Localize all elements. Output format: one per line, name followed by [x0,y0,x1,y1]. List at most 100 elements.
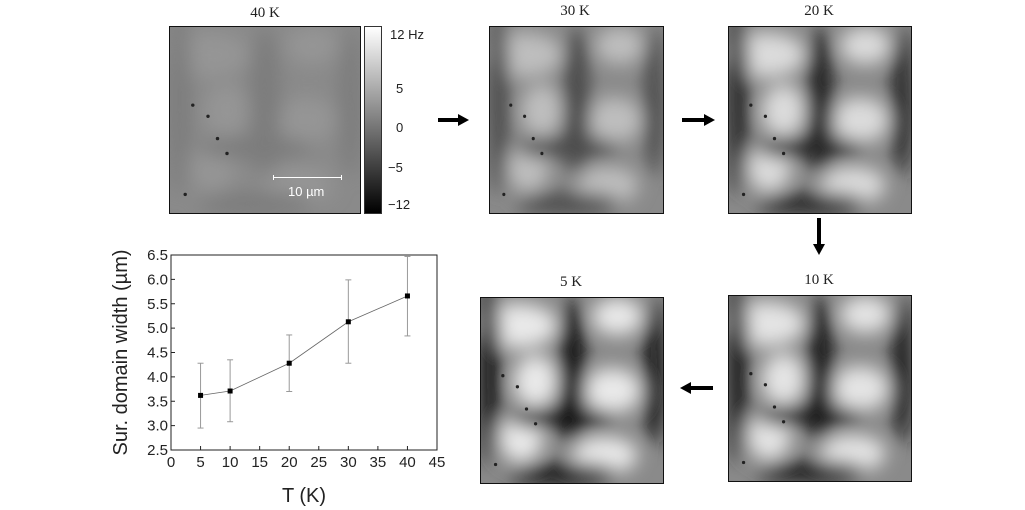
y-tick-label: 4.5 [147,345,168,362]
domain-region [840,27,891,65]
domain-region [481,298,502,465]
defect-dot [493,462,498,467]
defect-dot [502,192,506,197]
colorbar-tick: 12 Hz [390,27,424,42]
domain-region [490,27,510,195]
domain-region [513,355,558,408]
defect-dot [191,103,195,107]
defect-dot [772,136,777,141]
scan-20k [729,27,911,213]
colorbar-tick: 5 [396,81,404,96]
domain-region [521,84,563,137]
domain-region [582,368,642,413]
data-point [404,293,410,299]
x-tick-label: 45 [429,454,446,471]
domain-region [198,192,313,213]
domain-region [508,462,618,483]
domain-region [276,97,338,143]
domain-region [198,136,313,160]
y-tick-label: 6.0 [147,271,168,288]
y-tick-label: 3.5 [147,393,168,410]
defect-dot [749,372,753,376]
defect-dot [781,151,786,156]
series-line [200,295,408,396]
domain-width-chart: 0 5 10 15 20 25 30 35 40 45 2.5 3.0 3.5 4.0 4.5 5.0 5.5 6… [110,247,446,507]
colorbar-tick: −5 [388,160,403,175]
defect-dot [749,103,753,107]
domain-region [642,298,663,446]
defect-dot [523,114,527,118]
scale-bar [273,175,342,180]
scan-image-40k [169,26,361,214]
colorbar-tick: 0 [396,120,404,135]
domain-region [756,136,866,160]
x-tick-label: 0 [167,454,175,471]
y-tick-label: 5.5 [147,296,168,313]
domain-region [285,27,340,65]
domain-region [830,366,890,411]
colorbar [364,26,382,214]
domain-region [830,97,890,143]
x-tick-label: 20 [281,454,298,471]
domain-region [170,27,191,195]
defect-dot [763,114,768,118]
x-tick-label: 5 [196,454,204,471]
x-tick-label: 15 [251,454,268,471]
scale-bar-label: 10 µm [288,184,325,199]
domain-region [890,296,911,444]
domain-region [761,84,806,137]
domain-region [840,296,891,333]
y-tick-label: 6.5 [147,247,168,264]
panel-label-30k: 30 K [560,3,590,19]
domain-region [592,298,643,335]
y-tick-label: 4.0 [147,369,168,386]
defect-dot [531,136,535,141]
right-arrow-icon [682,114,715,126]
scan-image-5k [480,297,664,484]
domain-region [508,407,618,430]
defect-dot [772,405,777,409]
domain-region [729,296,750,463]
data-point [345,319,351,325]
domain-region [515,136,620,160]
scan-image-10k [728,295,912,482]
domain-region [643,27,663,176]
x-tick-label: 25 [310,454,327,471]
domain-region [595,27,644,65]
x-tick-label: 30 [340,454,357,471]
scan-5k [481,298,663,483]
y-tick-label: 2.5 [147,442,168,459]
domain-region [890,27,911,176]
panel-label-10k: 10 K [804,272,834,288]
defect-dot [781,420,786,424]
domain-region [339,27,360,176]
scan-image-30k [489,26,664,214]
defect-dot [509,103,513,107]
defect-dot [501,374,505,378]
domain-region [515,192,620,213]
x-tick-label: 40 [399,454,416,471]
down-arrow-icon [813,218,825,255]
domain-region [756,192,866,213]
defect-dot [515,385,520,389]
domain-region [729,27,750,195]
defect-dot [183,192,187,197]
scan-image-20k [728,26,912,214]
defect-dot [524,407,529,411]
panel-label-40k: 40 K [250,5,280,21]
y-tick-label: 5.0 [147,320,168,337]
right-arrow-icon [438,114,469,126]
y-axis-label: Sur. domain width (µm) [110,249,132,455]
domain-region [586,97,643,143]
domain-region [756,405,866,428]
domain-region [761,353,806,406]
x-tick-label: 35 [370,454,387,471]
panel-label-5k: 5 K [559,274,583,290]
domain-region [756,460,866,481]
data-point [286,360,292,366]
defect-dot [741,192,746,197]
defect-dot [741,460,746,465]
defect-dot [206,114,210,118]
colorbar-tick: −12 [388,197,411,212]
left-arrow-icon [680,382,713,394]
